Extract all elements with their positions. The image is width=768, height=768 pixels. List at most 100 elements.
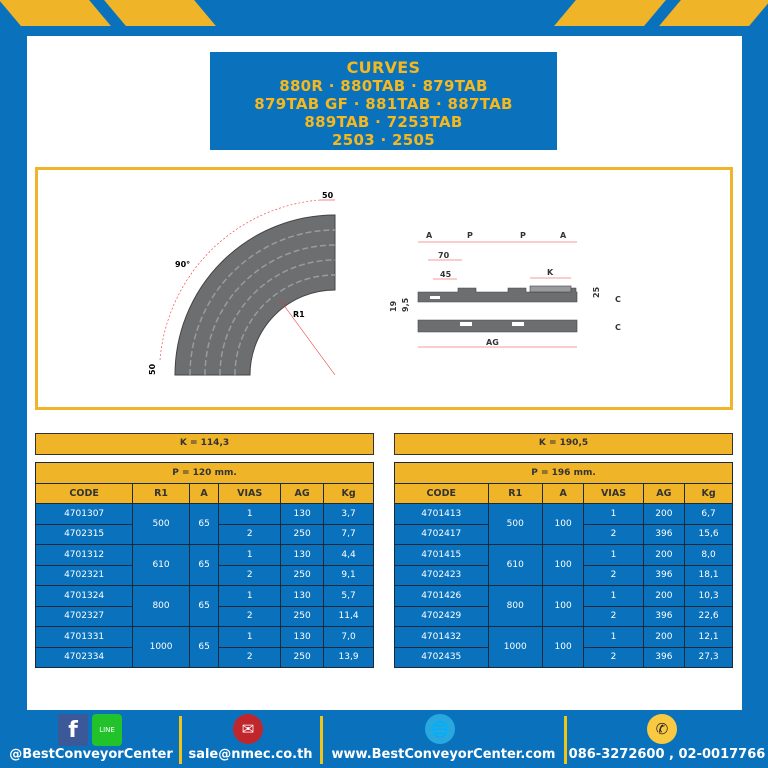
kg-cell: 6,7: [684, 503, 733, 525]
kg-cell: 15,6: [684, 523, 733, 545]
table-row: 4701413 500 100 1 200 6,7: [394, 503, 733, 545]
code-cell: 4702429: [394, 605, 489, 627]
ag-cell: 396: [642, 646, 686, 668]
table-row: 4701307 500 65 1 130 3,7: [34, 503, 374, 545]
ag-cell: 396: [642, 564, 686, 586]
kg-cell: 3,7: [323, 503, 374, 525]
cross-section: [417, 241, 578, 348]
column-header: AG: [280, 482, 325, 504]
phone-icon[interactable]: ✆: [647, 714, 677, 744]
dim-p-right: P: [520, 231, 526, 240]
code-cell: 4702315: [34, 523, 134, 545]
code-cell: 4702334: [34, 646, 134, 668]
code-cell: 4701426: [394, 585, 489, 607]
angle-label: 90°: [175, 260, 190, 269]
ag-cell: 396: [642, 605, 686, 627]
decor-stripe: [554, 0, 666, 26]
divider: [179, 716, 182, 764]
ag-cell: 250: [280, 523, 325, 545]
social-handle[interactable]: @BestConveyorCenter: [9, 747, 173, 762]
table-row: 4702417 2 396 15,6: [394, 523, 733, 545]
pitch-row: P = 196 mm.: [394, 462, 733, 484]
dim-25: 25: [592, 286, 601, 298]
ag-cell: 130: [280, 585, 325, 607]
ag-cell: 200: [642, 585, 686, 607]
column-header: Kg: [684, 482, 733, 504]
email-link[interactable]: sale@nmec.co.th: [188, 747, 313, 762]
dim-p-left: P: [467, 231, 473, 240]
r1-cell: 800: [487, 585, 543, 627]
width-bottom-label: 50: [148, 363, 157, 375]
ag-cell: 200: [642, 626, 686, 648]
phone-numbers[interactable]: 086-3272600 , 02-0017766: [568, 747, 766, 762]
kg-cell: 7,0: [323, 626, 374, 648]
vias-cell: 1: [218, 503, 282, 525]
code-cell: 4702435: [394, 646, 489, 668]
ag-cell: 250: [280, 605, 325, 627]
decor-stripe: [0, 0, 111, 26]
column-header: AG: [642, 482, 686, 504]
column-header: A: [188, 482, 220, 504]
kg-cell: 12,1: [684, 626, 733, 648]
code-cell: 4701307: [34, 503, 134, 525]
page-title: CURVES 880R · 880TAB · 879TAB 879TAB GF …: [210, 52, 557, 150]
r1-cell: 610: [132, 544, 190, 586]
code-cell: 4701415: [394, 544, 489, 566]
dim-a-left: A: [426, 231, 433, 240]
table-row: 4702334 2 250 13,9: [34, 646, 374, 668]
globe-icon[interactable]: 🌐: [425, 714, 455, 744]
column-header: R1: [487, 482, 543, 504]
vias-cell: 1: [218, 626, 282, 648]
vias-cell: 2: [218, 523, 282, 545]
kg-cell: 8,0: [684, 544, 733, 566]
vias-cell: 2: [583, 523, 644, 545]
radius-label: R1: [293, 310, 305, 319]
kg-cell: 9,1: [323, 564, 374, 586]
ag-cell: 130: [280, 626, 325, 648]
website-link[interactable]: www.BestConveyorCenter.com: [331, 747, 556, 762]
ag-cell: 200: [642, 544, 686, 566]
divider: [320, 716, 323, 764]
kg-cell: 27,3: [684, 646, 733, 668]
vias-cell: 1: [583, 503, 644, 525]
spec-table-k190: K = 190,5 P = 196 mm. CODE R1 A VIAS AG Kg 47014…: [394, 433, 733, 668]
table-row: 4702327 2 250 11,4: [34, 605, 374, 627]
dim-19: 19: [389, 300, 398, 312]
line-icon[interactable]: LINE: [92, 714, 122, 746]
vias-cell: 2: [218, 646, 282, 668]
kg-cell: 18,1: [684, 564, 733, 586]
vias-cell: 2: [218, 564, 282, 586]
title-line: 880R · 880TAB · 879TAB: [279, 77, 488, 95]
vias-cell: 1: [583, 626, 644, 648]
kg-cell: 4,4: [323, 544, 374, 566]
vias-cell: 2: [583, 564, 644, 586]
column-header: A: [541, 482, 585, 504]
table-row: 4702429 2 396 22,6: [394, 605, 733, 627]
code-cell: 4701324: [34, 585, 134, 607]
decor-stripe: [659, 0, 768, 26]
r1-cell: 500: [487, 503, 543, 545]
k-value-bar: K = 190,5: [394, 433, 733, 455]
code-cell: 4702417: [394, 523, 489, 545]
title-line: 889TAB · 7253TAB: [304, 113, 463, 131]
kg-cell: 7,7: [323, 523, 374, 545]
dim-70: 70: [438, 251, 450, 260]
spec-table-k114: K = 114,3 P = 120 mm. CODE R1 A VIAS AG Kg 47013…: [34, 433, 374, 668]
code-cell: 4702321: [34, 564, 134, 586]
a-cell: 65: [188, 626, 220, 668]
r1-cell: 500: [132, 503, 190, 545]
kg-cell: 13,9: [323, 646, 374, 668]
ag-cell: 250: [280, 646, 325, 668]
a-cell: 100: [541, 544, 585, 586]
column-header: CODE: [34, 482, 134, 504]
code-cell: 4701312: [34, 544, 134, 566]
dim-k: K: [547, 268, 554, 277]
table-row: 4702435 2 396 27,3: [394, 646, 733, 668]
facebook-icon[interactable]: f: [58, 714, 88, 746]
technical-diagram: 90° R1 50 50 A P P A 70 45 K AG C C 19 9…: [35, 167, 733, 410]
dim-c-top: C: [615, 295, 621, 304]
vias-cell: 2: [218, 605, 282, 627]
vias-cell: 1: [583, 585, 644, 607]
vias-cell: 1: [218, 544, 282, 566]
email-icon[interactable]: ✉: [233, 714, 263, 744]
